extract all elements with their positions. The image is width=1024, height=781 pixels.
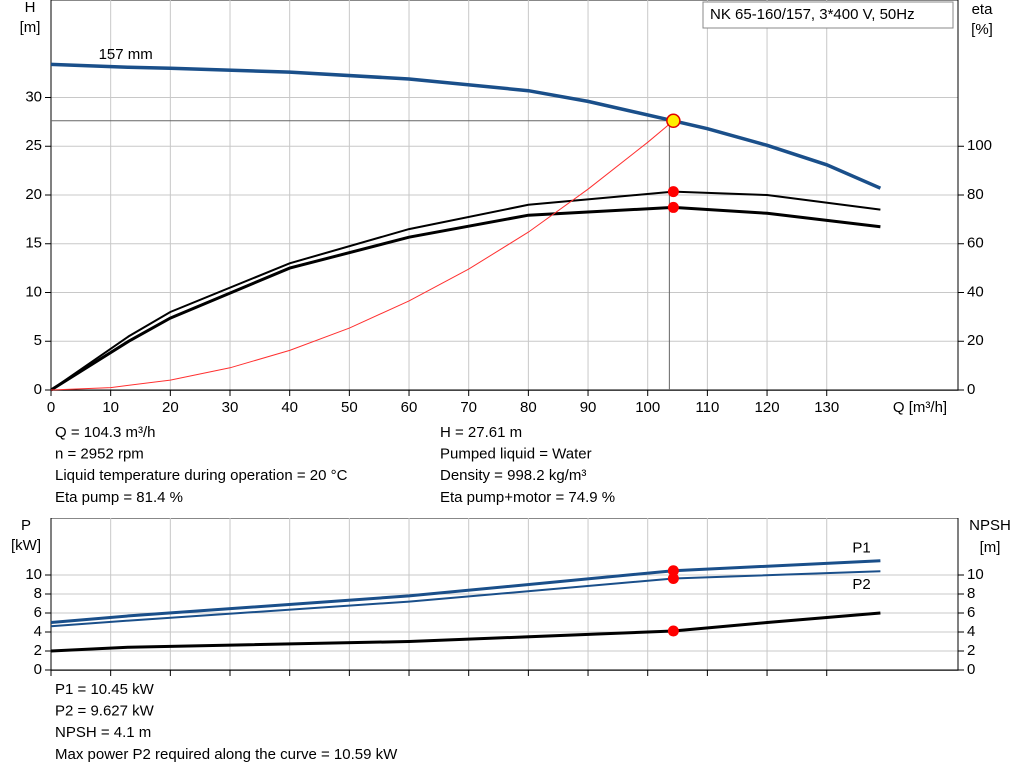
info-line: Density = 998.2 kg/m³ bbox=[440, 467, 586, 484]
y-tick-label: 6 bbox=[34, 604, 42, 621]
curve bbox=[50, 190, 881, 391]
operating-point bbox=[667, 186, 679, 198]
curve bbox=[50, 559, 881, 624]
info-line: Pumped liquid = Water bbox=[440, 446, 592, 463]
y-axis-unit: [kW] bbox=[11, 537, 41, 554]
y2-tick-label: 8 bbox=[967, 585, 975, 602]
operating-point bbox=[666, 113, 681, 129]
y2-tick-label: 80 bbox=[967, 186, 984, 203]
y-tick-label: 30 bbox=[25, 88, 42, 105]
x-tick-label: 120 bbox=[755, 399, 780, 416]
y-tick-label: 10 bbox=[25, 566, 42, 583]
info-line: H = 27.61 m bbox=[440, 424, 522, 441]
y2-tick-label: 6 bbox=[967, 604, 975, 621]
y-tick-label: 20 bbox=[25, 186, 42, 203]
info-line: Max power P2 required along the curve = … bbox=[55, 746, 398, 763]
info-line: Eta pump = 81.4 % bbox=[55, 489, 183, 506]
y-axis-label: P bbox=[21, 517, 31, 534]
curve bbox=[50, 62, 882, 190]
info-line: P2 = 9.627 kW bbox=[55, 703, 155, 720]
x-tick-label: 40 bbox=[281, 399, 298, 416]
y2-tick-label: 0 bbox=[967, 381, 975, 398]
operating-point bbox=[667, 201, 679, 213]
info-line: Liquid temperature during operation = 20… bbox=[55, 467, 348, 484]
y2-axis-unit: [%] bbox=[971, 21, 993, 38]
x-tick-label: 80 bbox=[520, 399, 537, 416]
x-tick-label: 100 bbox=[635, 399, 660, 416]
y-tick-label: 10 bbox=[25, 283, 42, 300]
info-line: NPSH = 4.1 m bbox=[55, 724, 151, 741]
curve bbox=[50, 570, 881, 628]
y-tick-label: 0 bbox=[34, 661, 42, 678]
info-line: P1 = 10.45 kW bbox=[55, 681, 155, 698]
info-line: n = 2952 rpm bbox=[55, 446, 144, 463]
series-label: P2 bbox=[852, 576, 870, 593]
curve-label: 157 mm bbox=[99, 46, 153, 63]
x-axis-label: Q [m³/h] bbox=[893, 399, 947, 416]
x-tick-label: 130 bbox=[814, 399, 839, 416]
y2-tick-label: 40 bbox=[967, 283, 984, 300]
y-tick-label: 15 bbox=[25, 235, 42, 252]
operating-point bbox=[667, 565, 679, 577]
operating-point bbox=[667, 625, 679, 637]
x-tick-label: 10 bbox=[102, 399, 119, 416]
info-line: Eta pump+motor = 74.9 % bbox=[440, 489, 615, 506]
series-label: P1 bbox=[852, 540, 870, 557]
curve bbox=[50, 120, 674, 391]
y-tick-label: 8 bbox=[34, 585, 42, 602]
y2-axis-label: NPSH bbox=[969, 517, 1011, 534]
info-line: Q = 104.3 m³/h bbox=[55, 424, 155, 441]
title-box bbox=[702, 1, 954, 29]
y-tick-label: 25 bbox=[25, 137, 42, 154]
x-tick-label: 60 bbox=[401, 399, 418, 416]
x-tick-label: 50 bbox=[341, 399, 358, 416]
y2-axis-unit: [m] bbox=[980, 539, 1001, 556]
x-tick-label: 110 bbox=[695, 399, 719, 416]
operating-point bbox=[667, 573, 679, 585]
x-tick-label: 0 bbox=[47, 399, 55, 416]
y-axis-label: H bbox=[25, 0, 36, 16]
x-tick-label: 20 bbox=[162, 399, 179, 416]
curve bbox=[50, 611, 881, 653]
y2-tick-label: 100 bbox=[967, 137, 992, 154]
y-tick-label: 4 bbox=[34, 623, 42, 640]
y-tick-label: 5 bbox=[34, 332, 42, 349]
y2-tick-label: 4 bbox=[967, 623, 975, 640]
y2-tick-label: 60 bbox=[967, 235, 984, 252]
y2-axis-label: eta bbox=[972, 1, 994, 18]
curve bbox=[50, 205, 881, 392]
y2-tick-label: 0 bbox=[967, 661, 975, 678]
chart-title: NK 65-160/157, 3*400 V, 50Hz bbox=[710, 6, 915, 23]
x-tick-label: 70 bbox=[460, 399, 477, 416]
y-tick-label: 0 bbox=[34, 381, 42, 398]
y2-tick-label: 10 bbox=[967, 566, 984, 583]
y2-tick-label: 2 bbox=[967, 642, 975, 659]
x-tick-label: 30 bbox=[222, 399, 239, 416]
y-axis-unit: [m] bbox=[20, 19, 41, 36]
y-tick-label: 2 bbox=[34, 642, 42, 659]
x-tick-label: 90 bbox=[580, 399, 597, 416]
y2-tick-label: 20 bbox=[967, 332, 984, 349]
